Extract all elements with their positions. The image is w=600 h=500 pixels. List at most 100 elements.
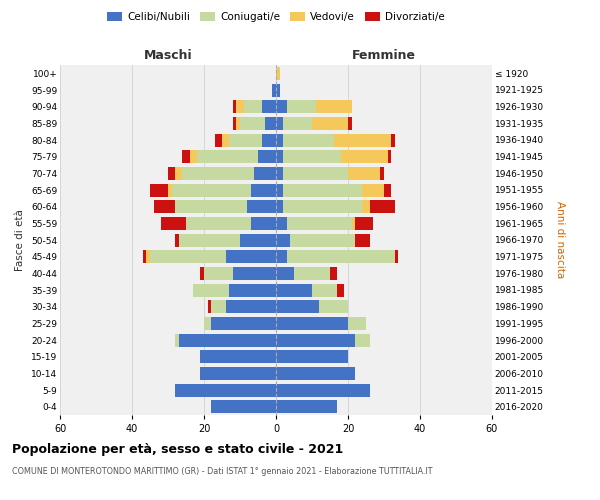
Legend: Celibi/Nubili, Coniugati/e, Vedovi/e, Divorziati/e: Celibi/Nubili, Coniugati/e, Vedovi/e, Di…	[103, 8, 449, 26]
Text: Maschi: Maschi	[143, 48, 193, 62]
Bar	[215, 134, 222, 146]
Y-axis label: Fasce di età: Fasce di età	[16, 209, 25, 271]
Bar	[276, 184, 283, 196]
Bar	[236, 100, 244, 113]
Bar	[251, 217, 276, 230]
Bar	[348, 117, 352, 130]
Bar	[276, 84, 280, 96]
Bar	[200, 267, 204, 280]
Bar	[316, 100, 352, 113]
Bar	[143, 250, 146, 263]
Bar	[355, 217, 373, 230]
Bar	[146, 250, 150, 263]
Bar	[312, 117, 348, 130]
Bar	[226, 300, 276, 313]
Bar	[240, 234, 276, 246]
Bar	[276, 134, 283, 146]
Bar	[312, 284, 337, 296]
Text: Femmine: Femmine	[352, 48, 416, 62]
Bar	[150, 184, 168, 196]
Bar	[233, 100, 236, 113]
Bar	[175, 200, 247, 213]
Bar	[247, 200, 276, 213]
Bar	[283, 134, 334, 146]
Bar	[330, 267, 337, 280]
Bar	[175, 234, 179, 246]
Bar	[204, 317, 211, 330]
Bar	[276, 67, 280, 80]
Bar	[262, 100, 276, 113]
Bar	[388, 150, 391, 163]
Bar	[283, 200, 362, 213]
Bar	[229, 284, 276, 296]
Bar	[197, 150, 258, 163]
Bar	[182, 150, 190, 163]
Bar	[161, 217, 186, 230]
Bar	[276, 100, 287, 113]
Bar	[179, 334, 276, 346]
Bar	[362, 200, 370, 213]
Bar	[168, 184, 172, 196]
Bar	[362, 184, 384, 196]
Bar	[175, 384, 276, 396]
Bar	[233, 117, 236, 130]
Bar	[370, 200, 395, 213]
Bar	[172, 184, 251, 196]
Bar	[283, 150, 341, 163]
Bar	[395, 250, 398, 263]
Bar	[276, 284, 312, 296]
Bar	[380, 167, 384, 180]
Bar	[355, 334, 370, 346]
Bar	[348, 317, 366, 330]
Bar	[240, 117, 265, 130]
Bar	[276, 400, 337, 413]
Bar	[262, 134, 276, 146]
Bar	[276, 334, 355, 346]
Bar	[352, 217, 355, 230]
Bar	[355, 234, 370, 246]
Bar	[208, 300, 211, 313]
Bar	[236, 117, 240, 130]
Bar	[193, 284, 229, 296]
Bar	[334, 134, 391, 146]
Bar	[175, 167, 182, 180]
Bar	[200, 367, 276, 380]
Bar	[200, 350, 276, 363]
Bar	[276, 117, 283, 130]
Y-axis label: Anni di nascita: Anni di nascita	[555, 202, 565, 278]
Bar	[276, 234, 290, 246]
Bar	[150, 250, 226, 263]
Bar	[337, 284, 344, 296]
Bar	[244, 100, 262, 113]
Bar	[276, 200, 283, 213]
Bar	[179, 234, 240, 246]
Bar	[168, 167, 175, 180]
Bar	[204, 267, 233, 280]
Bar	[229, 134, 262, 146]
Bar	[276, 300, 319, 313]
Bar	[287, 250, 395, 263]
Bar	[283, 117, 312, 130]
Bar	[276, 250, 287, 263]
Bar	[233, 267, 276, 280]
Bar	[391, 134, 395, 146]
Bar	[276, 384, 370, 396]
Bar	[287, 217, 352, 230]
Bar	[272, 84, 276, 96]
Bar	[175, 334, 179, 346]
Bar	[265, 117, 276, 130]
Bar	[348, 167, 380, 180]
Bar	[258, 150, 276, 163]
Bar	[384, 184, 391, 196]
Bar	[211, 400, 276, 413]
Bar	[211, 300, 226, 313]
Bar	[211, 317, 276, 330]
Bar	[319, 300, 348, 313]
Text: Popolazione per età, sesso e stato civile - 2021: Popolazione per età, sesso e stato civil…	[12, 442, 343, 456]
Bar	[222, 134, 229, 146]
Bar	[254, 167, 276, 180]
Bar	[154, 200, 175, 213]
Bar	[276, 217, 287, 230]
Bar	[226, 250, 276, 263]
Bar	[290, 234, 355, 246]
